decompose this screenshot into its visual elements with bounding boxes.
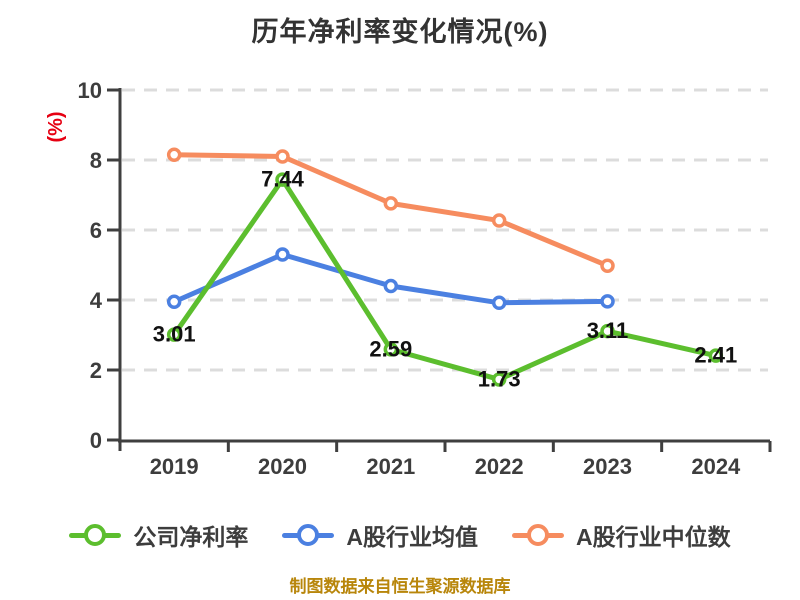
data-point-label: 2.59 xyxy=(369,336,412,361)
data-point-label: 1.73 xyxy=(478,366,521,391)
x-tick-label: 2024 xyxy=(691,454,741,479)
legend-item-company-net-margin[interactable]: 公司净利率 xyxy=(69,518,248,552)
legend-label-industry-average: A股行业均值 xyxy=(346,524,478,550)
legend-marker-industry-median-icon xyxy=(512,522,564,548)
legend-marker-industry-average-icon xyxy=(282,522,335,548)
data-point-marker xyxy=(491,372,507,387)
y-tick-label: 4 xyxy=(90,288,103,313)
data-point-marker xyxy=(491,295,507,311)
data-point-marker xyxy=(275,247,290,262)
data-point-marker xyxy=(491,213,507,228)
data-point-marker xyxy=(166,147,182,162)
data-point-label: 7.44 xyxy=(261,167,305,192)
x-tick-label: 2019 xyxy=(150,454,199,479)
series-line-0 xyxy=(171,177,719,382)
data-point-label: 3.01 xyxy=(153,322,196,347)
legend-marker-company-icon xyxy=(69,522,122,548)
data-point-marker xyxy=(600,258,615,273)
data-point-marker xyxy=(275,149,290,164)
y-tick-label: 8 xyxy=(90,148,102,173)
x-tick-label: 2020 xyxy=(258,454,307,479)
y-axis-unit-label: (%) xyxy=(45,111,67,142)
data-point-marker xyxy=(166,327,182,342)
x-tick-label: 2022 xyxy=(475,454,524,479)
y-tick-label: 0 xyxy=(90,428,102,453)
plot-area: 0 2 4 6 8 10 2019 2020 2021 2022 2023 2024 (%) 3.01 7.… xyxy=(45,78,772,479)
series-line-1 xyxy=(171,252,610,306)
data-point-marker xyxy=(275,172,290,187)
data-point-marker xyxy=(166,294,182,309)
data-point-label: 2.41 xyxy=(694,343,737,368)
y-tick-label: 6 xyxy=(90,218,102,243)
data-point-marker xyxy=(600,294,615,309)
legend-item-industry-median[interactable]: A股行业中位数 xyxy=(512,518,731,552)
y-tick-label: 10 xyxy=(78,78,102,103)
legend-item-industry-average[interactable]: A股行业均值 xyxy=(282,518,478,552)
data-point-label: 3.11 xyxy=(587,318,629,343)
legend: 公司净利率 A股行业均值 A股行业中位数 xyxy=(0,518,800,552)
data-source-note: 制图数据来自恒生聚源数据库 xyxy=(289,577,511,596)
x-tick-label: 2023 xyxy=(583,454,632,479)
y-tick-label: 2 xyxy=(90,358,102,383)
legend-label-company: 公司净利率 xyxy=(133,524,249,550)
data-point-marker xyxy=(383,342,399,357)
data-point-marker xyxy=(383,196,399,211)
legend-label-industry-median: A股行业中位数 xyxy=(576,524,731,550)
data-point-marker xyxy=(600,323,615,339)
x-tick-label: 2021 xyxy=(366,454,415,479)
data-point-marker xyxy=(383,278,399,294)
data-point-marker xyxy=(708,348,724,363)
chart-title: 历年净利率变化情况(%) xyxy=(251,17,549,47)
